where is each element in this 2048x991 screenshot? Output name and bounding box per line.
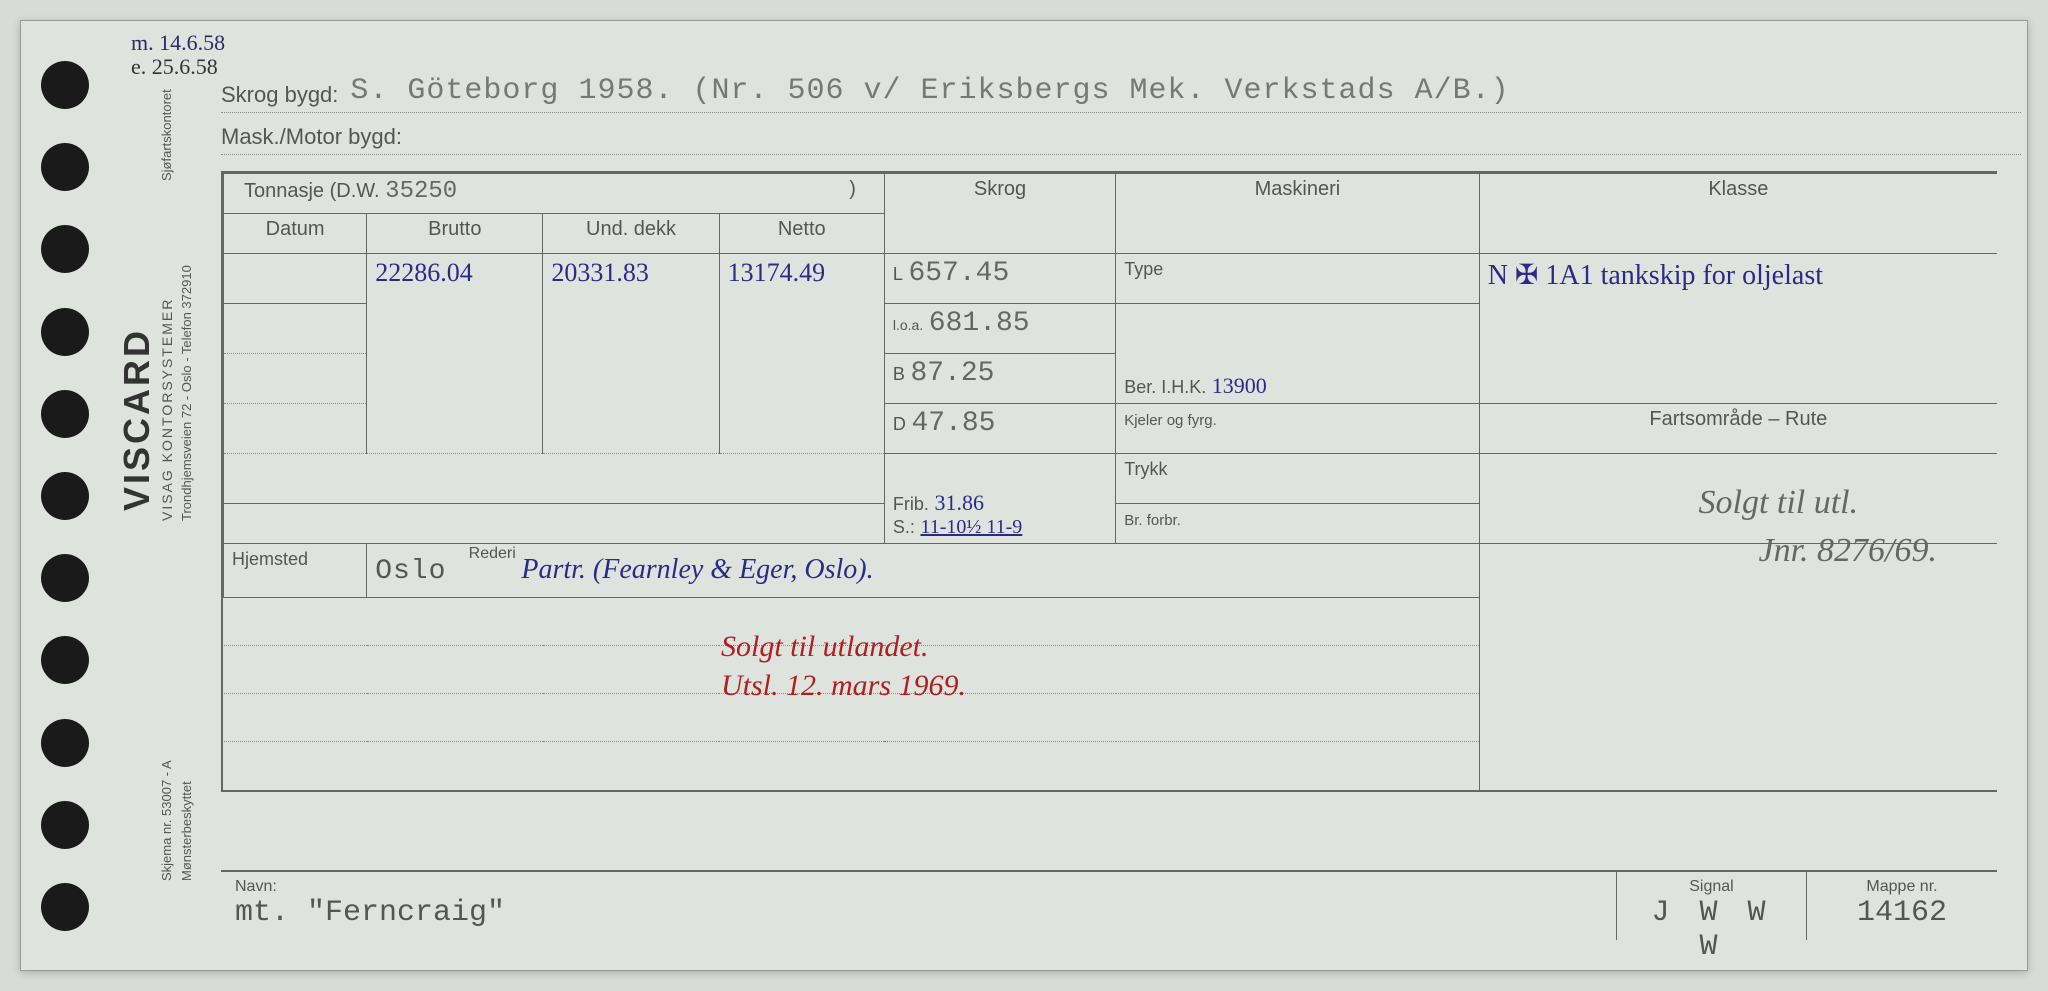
hjemsted-value: Oslo [375,556,446,587]
index-card: VISCARD Skjema nr. 53007 - A Mønsterbesk… [20,20,2028,971]
gray-notes: Solgt til utl. Jnr. 8276/69. [1699,479,1938,574]
mappe-label: Mappe nr. [1821,878,1983,896]
skrog-loa-label: l.o.a. [893,317,923,333]
skrog-s-label: S.: [893,517,915,537]
mask-type-label: Type [1124,259,1163,279]
cell-datum-1 [224,254,367,304]
cell-netto-1: 13174.49 [728,258,826,287]
cell-datum-2 [224,304,367,354]
skrog-B-label: B [893,364,905,384]
header-rows: Skrog bygd: S. Göteborg 1958. (Nr. 506 v… [221,71,1997,155]
side-text-4: Trondhjemsveien 72 - Oslo - Telefon 3729… [179,265,194,521]
skrog-D: 47.85 [911,408,995,439]
top-annotations: m. 14.6.58 e. 25.6.58 [131,31,225,79]
annotation-line-1: m. 14.6.58 [131,31,225,55]
hole [41,636,89,684]
cell-datum-4 [224,404,367,454]
skrog-L-label: L [893,264,903,284]
punch-holes [41,61,101,931]
mask-brforbr-label: Br. forbr. [1124,512,1181,529]
annotation-line-2: e. 25.6.58 [131,55,225,79]
col-klasse: Klasse [1479,174,1997,254]
cell-brutto-1: 22286.04 [375,258,473,287]
right-notes-cell [1479,544,1997,790]
hole [41,143,89,191]
red-notes: Solgt til utlandet. Utsl. 12. mars 1969. [721,627,966,705]
skrog-frib: 31.86 [934,490,984,515]
hole [41,554,89,602]
rederi-value: Partr. (Fearnley & Eger, Oslo). [521,554,873,585]
navn-label: Navn: [235,878,1602,896]
label-mask-motor: Mask./Motor bygd: [221,124,402,150]
red-note-2: Utsl. 12. mars 1969. [721,666,966,705]
skrog-D-label: D [893,414,906,434]
cell-unddekk-1: 20331.83 [551,258,649,287]
value-skrog-bygd: S. Göteborg 1958. (Nr. 506 v/ Eriksbergs… [350,74,1509,108]
col-datum: Datum [224,214,367,254]
hole [41,61,89,109]
mask-berihk-label: Ber. I.H.K. [1124,377,1206,397]
gray-note-1: Solgt til utl. [1699,479,1938,527]
row-mask-motor: Mask./Motor bygd: [221,113,2021,155]
col-maskineri: Maskineri [1116,174,1480,254]
hole [41,801,89,849]
blank-row-4 [224,742,1480,790]
klasse-value: N ✠ 1A1 tankskip for oljelast [1488,260,1823,291]
side-text-1: Skjema nr. 53007 - A [159,760,174,881]
bottom-bar: Navn: mt. "Ferncraig" Signal J W W W Map… [221,870,1997,940]
col-und-dekk: Und. dekk [543,214,719,254]
mask-berihk: 13900 [1212,373,1267,398]
hole [41,390,89,438]
skrog-s: 11-10½ 11-9 [920,516,1022,538]
gray-note-2: Jnr. 8276/69. [1759,527,1938,575]
hole [41,472,89,520]
signal-label: Signal [1631,878,1792,896]
content-area: m. 14.6.58 e. 25.6.58 Skrog bygd: S. Göt… [201,41,1997,940]
label-skrog-bygd: Skrog bygd: [221,82,338,108]
cell-row5 [224,454,885,504]
col-brutto: Brutto [367,214,543,254]
red-note-1: Solgt til utlandet. [721,627,966,666]
cell-row6 [224,504,885,544]
col-skrog: Skrog [884,174,1115,254]
tonnasje-close: ) [849,178,856,201]
signal-value: J W W W [1631,896,1792,964]
mask-trykk-label: Trykk [1124,459,1167,479]
brand-viscard: VISCARD [116,328,158,511]
tonnasje-title: Tonnasje (D.W. [244,180,380,202]
hole [41,308,89,356]
mask-kjeler-label: Kjeler og fyrg. [1124,412,1217,429]
mappe-value: 14162 [1821,896,1983,930]
side-text-3: VISAG KONTORSYSTEMER [159,298,175,521]
skrog-loa: 681.85 [929,308,1030,339]
hole [41,883,89,931]
tonnasje-dw: 35250 [385,178,457,205]
cell-datum-3 [224,354,367,404]
rederi-label: Rederi [469,545,516,562]
side-text-5: Sjøfartskontoret [159,89,174,181]
hjemsted-label: Hjemsted [232,549,308,569]
navn-value: mt. "Ferncraig" [235,896,1602,930]
col-netto: Netto [719,214,884,254]
skrog-B: 87.25 [910,358,994,389]
row-skrog-bygd: Skrog bygd: S. Göteborg 1958. (Nr. 506 v… [221,71,2021,113]
skrog-frib-label: Frib. [893,494,929,514]
skrog-L: 657.45 [908,258,1009,289]
farts-label: Fartsområde – Rute [1479,404,1997,454]
hole [41,225,89,273]
hole [41,719,89,767]
side-text-2: Mønsterbeskyttet [179,781,194,881]
